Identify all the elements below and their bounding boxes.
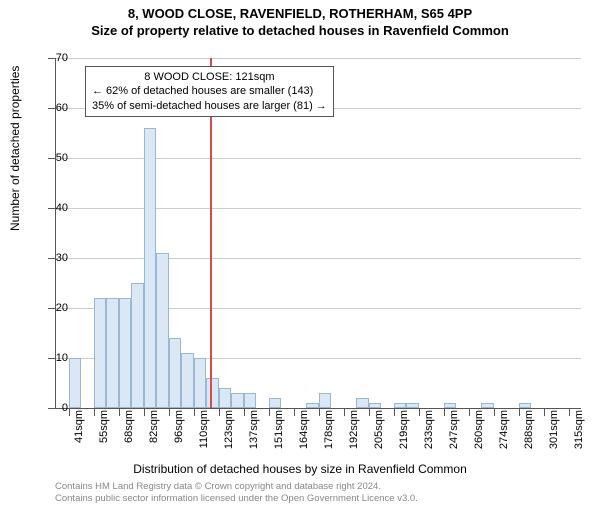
x-tick (294, 408, 295, 416)
x-tick-label: 315sqm (573, 410, 585, 449)
histogram-bar (406, 403, 419, 408)
x-tick (494, 408, 495, 416)
histogram-bar (181, 353, 194, 408)
x-tick (519, 408, 520, 416)
histogram-bar (169, 338, 182, 408)
x-tick-label: 164sqm (298, 410, 310, 449)
histogram-bar (69, 358, 82, 408)
x-tick (369, 408, 370, 416)
histogram-bar (319, 393, 332, 408)
info-line1: 8 WOOD CLOSE: 121sqm (92, 70, 327, 84)
histogram-bar (106, 298, 119, 408)
gridline (56, 58, 581, 59)
x-tick-label: 233sqm (423, 410, 435, 449)
histogram-bar (144, 128, 157, 408)
histogram-bar (244, 393, 257, 408)
y-tick-label: 10 (56, 352, 68, 364)
x-tick-label: 110sqm (198, 410, 210, 448)
y-tick-label: 50 (56, 152, 68, 164)
y-tick-label: 0 (62, 402, 68, 414)
info-line2: ← 62% of detached houses are smaller (14… (92, 84, 327, 98)
x-tick-label: 205sqm (373, 410, 385, 449)
x-tick (119, 408, 120, 416)
x-tick (94, 408, 95, 416)
footer-line1: Contains HM Land Registry data © Crown c… (55, 481, 381, 492)
x-tick-label: 137sqm (248, 410, 260, 449)
gridline (56, 208, 581, 209)
x-tick-label: 123sqm (223, 410, 235, 449)
y-tick-label: 60 (56, 102, 68, 114)
x-tick (419, 408, 420, 416)
x-tick (319, 408, 320, 416)
x-tick-label: 301sqm (548, 410, 560, 449)
x-tick-label: 96sqm (173, 410, 185, 443)
histogram-bar (369, 403, 382, 408)
x-tick (544, 408, 545, 416)
y-axis-title: Number of detached properties (8, 66, 22, 231)
histogram-bar (94, 298, 107, 408)
x-tick-label: 151sqm (273, 410, 285, 449)
histogram-bar (231, 393, 244, 408)
x-tick (169, 408, 170, 416)
x-tick-label: 288sqm (523, 410, 535, 449)
histogram-bar (156, 253, 169, 408)
y-tick-label: 70 (56, 52, 68, 64)
histogram-bar (356, 398, 369, 408)
x-tick (569, 408, 570, 416)
footer-line2: Contains public sector information licen… (55, 493, 418, 504)
histogram-bar (519, 403, 532, 408)
histogram-bar (194, 358, 207, 408)
x-tick-label: 68sqm (123, 410, 135, 443)
title-line1: 8, WOOD CLOSE, RAVENFIELD, ROTHERHAM, S6… (0, 6, 600, 21)
histogram-bar (444, 403, 457, 408)
x-tick-label: 192sqm (348, 410, 360, 449)
x-tick (69, 408, 70, 416)
histogram-bar (269, 398, 282, 408)
histogram-bar (206, 378, 219, 408)
histogram-bar (119, 298, 132, 408)
x-tick-label: 178sqm (323, 410, 335, 449)
x-tick-label: 219sqm (398, 410, 410, 449)
gridline (56, 158, 581, 159)
x-tick (219, 408, 220, 416)
x-tick-label: 55sqm (98, 410, 110, 443)
histogram-bar (306, 403, 319, 408)
info-box: 8 WOOD CLOSE: 121sqm ← 62% of detached h… (85, 66, 334, 117)
y-tick-label: 40 (56, 202, 68, 214)
y-tick-label: 20 (56, 302, 68, 314)
x-tick (469, 408, 470, 416)
x-tick-label: 247sqm (448, 410, 460, 449)
x-tick (244, 408, 245, 416)
x-tick-label: 260sqm (473, 410, 485, 449)
x-tick-label: 274sqm (498, 410, 510, 449)
gridline (56, 258, 581, 259)
x-axis-title: Distribution of detached houses by size … (0, 462, 600, 476)
x-tick (269, 408, 270, 416)
chart-area: 41sqm55sqm68sqm82sqm96sqm110sqm123sqm137… (55, 58, 580, 408)
x-tick (144, 408, 145, 416)
x-tick (344, 408, 345, 416)
histogram-bar (394, 403, 407, 408)
histogram-bar (219, 388, 232, 408)
histogram-bar (131, 283, 144, 408)
x-tick (194, 408, 195, 416)
y-tick (48, 408, 56, 409)
x-tick (444, 408, 445, 416)
x-tick (394, 408, 395, 416)
histogram-bar (481, 403, 494, 408)
info-line3: 35% of semi-detached houses are larger (… (92, 99, 327, 113)
title-line2: Size of property relative to detached ho… (0, 23, 600, 38)
x-tick-label: 41sqm (73, 410, 85, 443)
y-tick-label: 30 (56, 252, 68, 264)
x-tick-label: 82sqm (148, 410, 160, 443)
